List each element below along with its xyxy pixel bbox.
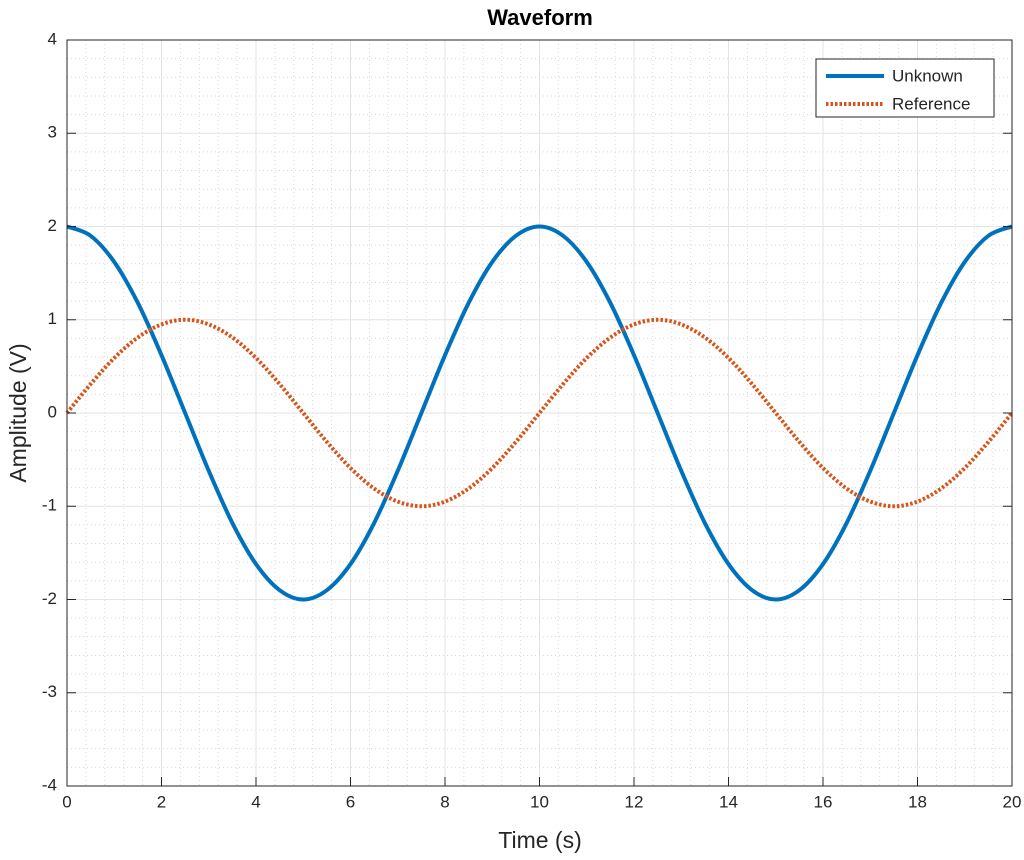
line-series xyxy=(66,224,1013,602)
x-tick-label: 18 xyxy=(908,792,927,811)
legend-label: Reference xyxy=(892,94,970,113)
line-series xyxy=(65,317,1014,509)
y-tick-label: -1 xyxy=(42,496,57,515)
x-tick-label: 20 xyxy=(1003,792,1022,811)
chart-title: Waveform xyxy=(487,5,593,30)
y-tick-label: 0 xyxy=(48,402,57,421)
y-tick-label: 3 xyxy=(48,123,57,142)
x-tick-label: 14 xyxy=(719,792,738,811)
plot-lines xyxy=(65,224,1014,602)
x-tick-label: 6 xyxy=(346,792,355,811)
y-tick-label: 1 xyxy=(48,309,57,328)
legend-label: Unknown xyxy=(892,66,963,85)
x-tick-label: 16 xyxy=(814,792,833,811)
y-tick-label: -2 xyxy=(42,589,57,608)
axes-box xyxy=(66,39,1013,787)
x-tick-label: 4 xyxy=(251,792,260,811)
x-tick-label: 10 xyxy=(530,792,549,811)
y-tick-label: 2 xyxy=(48,216,57,235)
x-tick-label: 2 xyxy=(157,792,166,811)
legend-box xyxy=(815,58,995,118)
x-tick-label: 0 xyxy=(62,792,71,811)
x-tick-label: 12 xyxy=(625,792,644,811)
legend: Unknown Reference xyxy=(815,58,995,118)
x-axis-label: Time (s) xyxy=(498,827,581,853)
x-tick-label: 8 xyxy=(440,792,449,811)
y-axis-label: Amplitude (V) xyxy=(5,343,31,482)
y-tick-label: -4 xyxy=(42,775,57,794)
y-tick-label: 4 xyxy=(48,29,57,48)
y-tick-label: -3 xyxy=(42,682,57,701)
